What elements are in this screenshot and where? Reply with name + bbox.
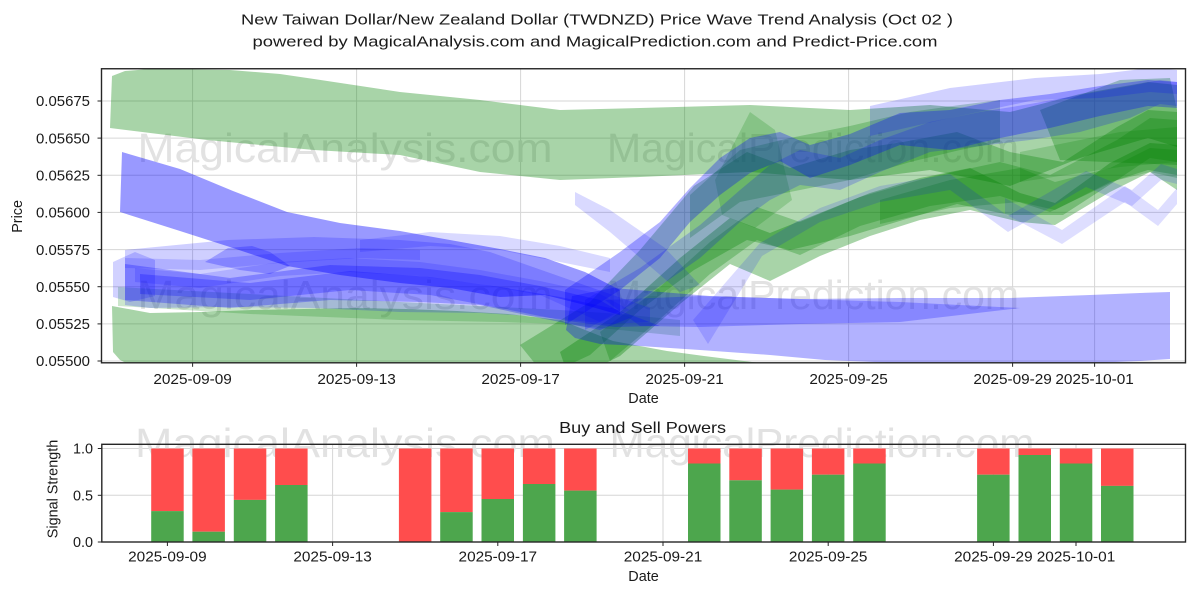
svg-text:powered by MagicalAnalysis.com: powered by MagicalAnalysis.com and Magic… [253,34,938,51]
svg-text:2025-09-17: 2025-09-17 [481,372,560,388]
svg-text:2025-10-01: 2025-10-01 [1055,372,1134,388]
svg-text:2025-09-25: 2025-09-25 [789,550,868,566]
svg-text:2025-09-29: 2025-09-29 [954,550,1033,566]
svg-text:MagicalPrediction.com: MagicalPrediction.com [607,125,1019,171]
svg-text:2025-09-25: 2025-09-25 [809,372,888,388]
svg-text:Date: Date [628,569,658,585]
svg-text:0.05500: 0.05500 [36,354,90,370]
svg-text:New Taiwan Dollar/New Zealand: New Taiwan Dollar/New Zealand Dollar (TW… [241,12,953,29]
svg-text:2025-10-01: 2025-10-01 [1037,550,1116,566]
svg-text:Date: Date [628,391,658,407]
svg-text:2025-09-13: 2025-09-13 [293,550,372,566]
svg-text:Price: Price [10,200,26,233]
svg-text:MagicalAnalysis.com: MagicalAnalysis.com [138,125,553,171]
svg-text:0.05600: 0.05600 [36,206,90,222]
svg-text:0.05650: 0.05650 [36,131,90,147]
svg-text:0.5: 0.5 [73,489,93,505]
svg-text:2025-09-21: 2025-09-21 [624,550,703,566]
svg-text:MagicalPrediction.com: MagicalPrediction.com [607,272,1019,318]
svg-text:0.0: 0.0 [73,535,93,551]
svg-text:2025-09-13: 2025-09-13 [317,372,396,388]
svg-text:2025-09-17: 2025-09-17 [459,550,538,566]
svg-text:MagicalAnalysis.com: MagicalAnalysis.com [138,272,553,318]
svg-text:0.05550: 0.05550 [36,280,90,296]
svg-text:0.05525: 0.05525 [36,317,90,333]
svg-text:0.05675: 0.05675 [36,94,90,110]
svg-text:2025-09-29: 2025-09-29 [973,372,1052,388]
svg-text:2025-09-21: 2025-09-21 [645,372,724,388]
svg-text:Buy and Sell Powers: Buy and Sell Powers [559,420,726,437]
svg-text:2025-09-09: 2025-09-09 [153,372,232,388]
svg-text:0.05575: 0.05575 [36,243,90,259]
svg-text:1.0: 1.0 [73,442,93,458]
svg-text:2025-09-09: 2025-09-09 [128,550,207,566]
svg-text:0.05625: 0.05625 [36,169,90,185]
svg-text:Signal Strength: Signal Strength [46,440,62,538]
